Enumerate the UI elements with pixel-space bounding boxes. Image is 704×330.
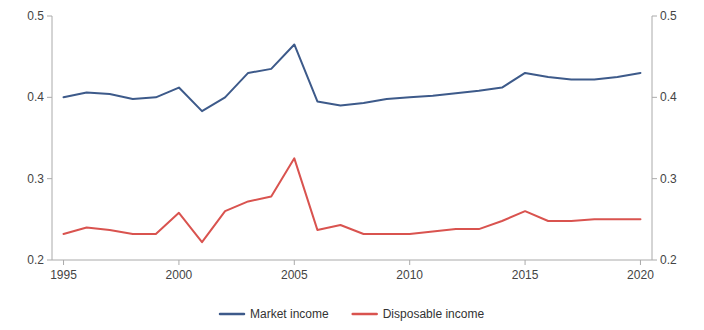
y2-tick [652, 178, 657, 179]
y2-tick-label: 0.4 [660, 90, 677, 104]
y-axis-line [52, 16, 53, 260]
legend-item: Disposable income [353, 307, 485, 321]
y2-tick [652, 97, 657, 98]
x-tick [63, 260, 64, 265]
x-axis-line [52, 260, 652, 261]
legend-swatch [220, 313, 244, 316]
y-tick [47, 260, 52, 261]
y-tick-label: 0.5 [27, 9, 44, 23]
y-tick-label: 0.4 [27, 90, 44, 104]
legend-item: Market income [220, 307, 329, 321]
series-line [64, 44, 641, 111]
legend-swatch [353, 313, 377, 316]
x-tick [409, 260, 410, 265]
x-tick [294, 260, 295, 265]
x-tick-label: 2015 [512, 268, 539, 282]
x-tick [640, 260, 641, 265]
y-tick [47, 178, 52, 179]
series-line [64, 158, 641, 242]
y2-tick-label: 0.5 [660, 9, 677, 23]
y-tick [47, 97, 52, 98]
x-tick [525, 260, 526, 265]
x-tick-label: 2010 [396, 268, 423, 282]
x-tick-label: 1995 [50, 268, 77, 282]
x-tick-label: 2000 [166, 268, 193, 282]
y2-tick [652, 16, 657, 17]
lines [64, 44, 641, 242]
x-tick [178, 260, 179, 265]
y2-tick-label: 0.2 [660, 253, 677, 267]
x-tick-label: 2005 [281, 268, 308, 282]
legend-label: Market income [250, 307, 329, 321]
axes: 1995 2000 2005 2010 2015 2020 0.2 0.3 0.4 0.5 0.2 0… [27, 9, 677, 282]
y-tick-label: 0.3 [27, 172, 44, 186]
legend: Market income Disposable income [220, 307, 484, 321]
y2-tick-label: 0.3 [660, 172, 677, 186]
y2-tick [652, 260, 657, 261]
chart: 1995 2000 2005 2010 2015 2020 0.2 0.3 0.4 0.5 0.2 0… [0, 0, 704, 330]
x-tick-label: 2020 [627, 268, 654, 282]
legend-label: Disposable income [383, 307, 485, 321]
y-tick [47, 16, 52, 17]
y2-axis-line [652, 16, 653, 260]
y-tick-label: 0.2 [27, 253, 44, 267]
